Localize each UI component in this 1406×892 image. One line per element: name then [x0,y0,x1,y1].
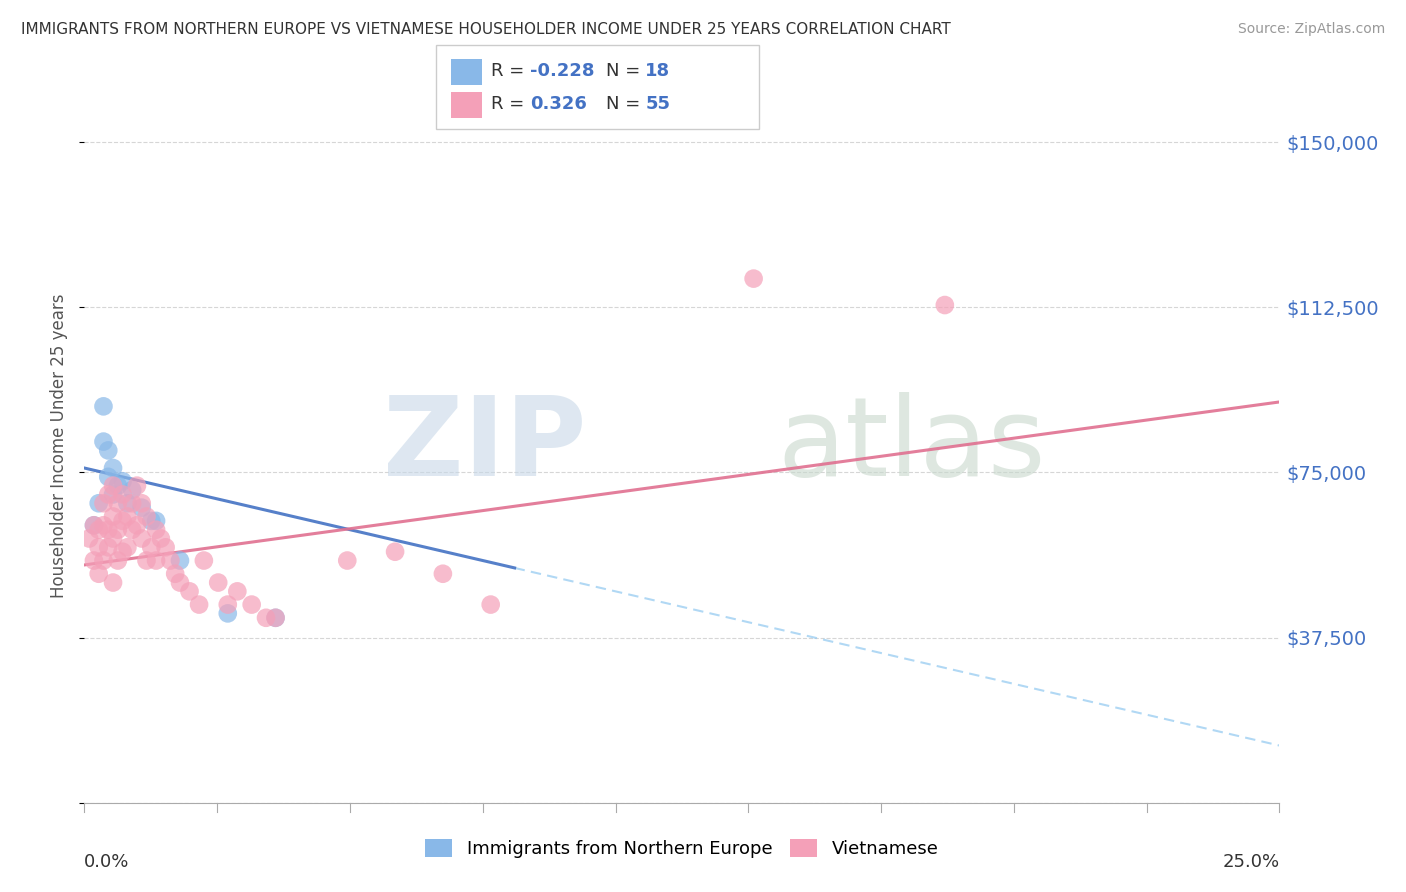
Point [207,575,229,590]
Point [193,553,215,567]
Text: 18: 18 [645,62,671,80]
Point [479,598,502,612]
Point [125,478,148,492]
Point [83,518,105,533]
Y-axis label: Householder Income Under 25 years: Householder Income Under 25 years [51,293,69,599]
Point [101,509,124,524]
Point [107,478,129,492]
Point [117,541,139,555]
Text: ZIP: ZIP [382,392,586,500]
Point [141,541,163,555]
Text: 55: 55 [645,95,671,113]
Point [217,598,239,612]
Legend: Immigrants from Northern Europe, Vietnamese: Immigrants from Northern Europe, Vietnam… [418,831,946,865]
Point [107,553,129,567]
Point [145,523,167,537]
Point [155,541,177,555]
Point [169,553,191,567]
Point [141,514,163,528]
Point [121,483,143,497]
Point [125,518,148,533]
Point [101,461,124,475]
Point [264,611,287,625]
Point [384,545,406,559]
Point [93,553,115,567]
Point [93,496,115,510]
Point [179,584,201,599]
Point [83,553,105,567]
Point [169,575,191,590]
Point [83,518,105,533]
Point [111,545,134,559]
Point [93,400,115,414]
Point [101,478,124,492]
Point [111,514,134,528]
Point [226,584,249,599]
Text: N =: N = [606,62,645,80]
Point [101,532,124,546]
Point [264,611,287,625]
Point [111,475,134,489]
Point [111,487,134,501]
Point [254,611,277,625]
Point [165,566,187,581]
Point [135,553,157,567]
Point [93,434,115,449]
Text: R =: R = [491,62,530,80]
Point [121,496,143,510]
Text: atlas: atlas [778,392,1046,500]
Point [97,523,120,537]
Point [87,496,110,510]
Point [131,496,153,510]
Point [145,553,167,567]
Text: R =: R = [491,95,530,113]
Point [149,532,172,546]
Text: IMMIGRANTS FROM NORTHERN EUROPE VS VIETNAMESE HOUSEHOLDER INCOME UNDER 25 YEARS : IMMIGRANTS FROM NORTHERN EUROPE VS VIETN… [21,22,950,37]
Point [87,541,110,555]
Text: Source: ZipAtlas.com: Source: ZipAtlas.com [1237,22,1385,37]
Point [131,500,153,515]
Point [240,598,263,612]
Point [117,496,139,510]
Point [97,541,120,555]
Point [188,598,211,612]
Point [107,496,129,510]
Text: N =: N = [606,95,645,113]
Point [101,487,124,501]
Point [131,532,153,546]
Text: 0.0%: 0.0% [84,853,129,871]
Text: 0.326: 0.326 [530,95,586,113]
Point [121,523,143,537]
Point [432,566,454,581]
Point [97,443,120,458]
Point [217,607,239,621]
Point [87,523,110,537]
Point [117,509,139,524]
Point [93,518,115,533]
Point [97,487,120,501]
Point [87,566,110,581]
Point [742,271,765,285]
Text: -0.228: -0.228 [530,62,595,80]
Point [145,514,167,528]
Point [159,553,181,567]
Point [107,523,129,537]
Text: 25.0%: 25.0% [1222,853,1279,871]
Point [101,575,124,590]
Point [336,553,359,567]
Point [934,298,956,312]
Point [135,509,157,524]
Point [77,532,100,546]
Point [97,470,120,484]
